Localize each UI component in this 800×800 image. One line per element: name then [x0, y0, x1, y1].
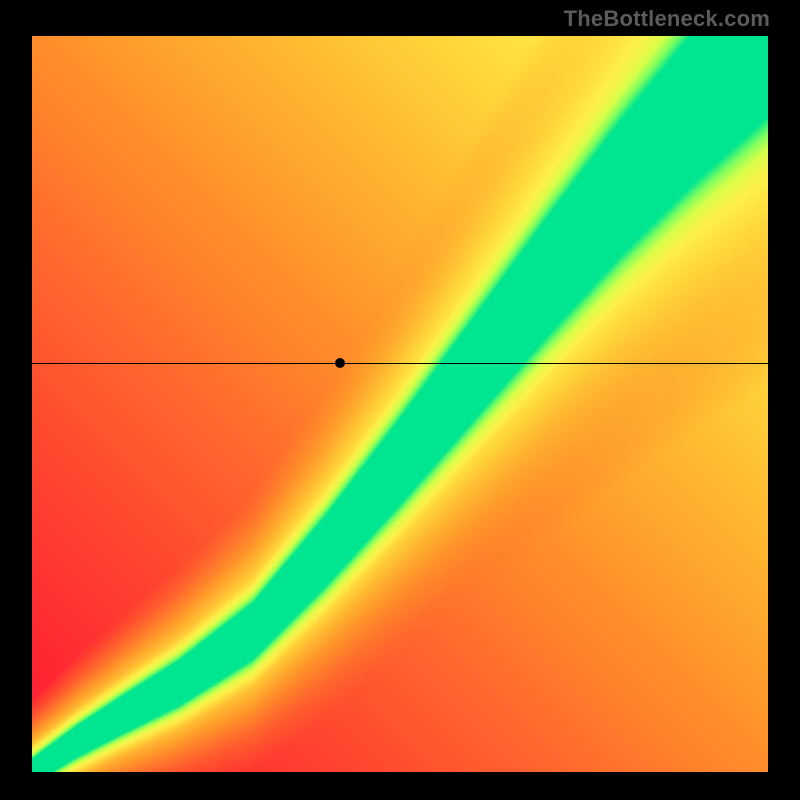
heatmap-canvas: [32, 36, 768, 772]
watermark-text: TheBottleneck.com: [564, 6, 770, 32]
bottleneck-heatmap: [32, 36, 768, 772]
crosshair-horizontal: [32, 363, 768, 364]
crosshair-dot: [335, 358, 345, 368]
